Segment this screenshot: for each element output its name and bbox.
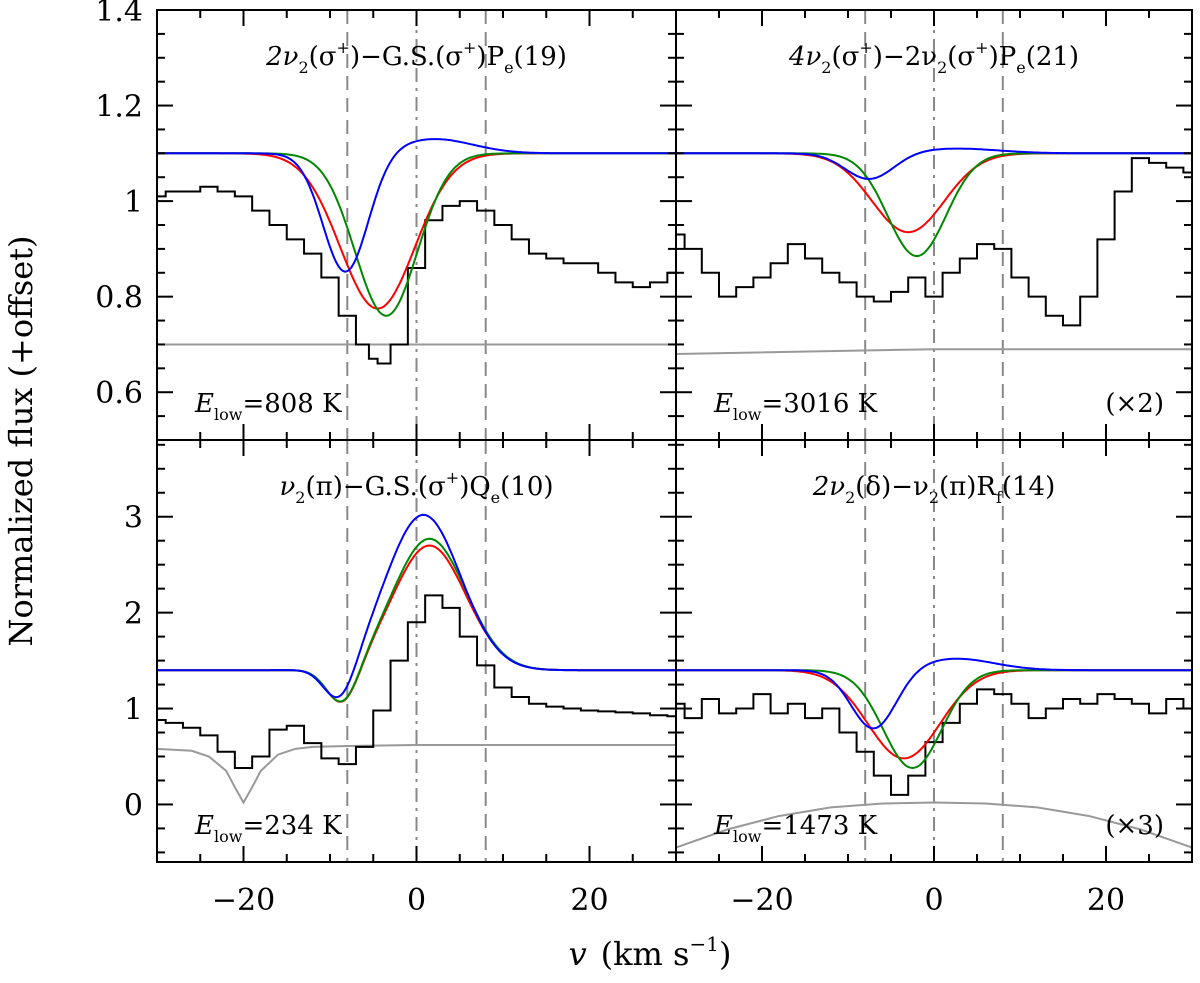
panel-title-part: )−G.S.(σ xyxy=(350,42,463,72)
panel-title-part: 2 xyxy=(937,58,947,77)
model-curve-blue xyxy=(676,147,1192,181)
elow-value: =1473 K xyxy=(761,811,877,841)
panel-title-part: 2 xyxy=(298,58,308,77)
panel-title-part: (10) xyxy=(500,472,553,502)
panel-title-part: ν xyxy=(279,472,295,502)
panel-title-part: 2 xyxy=(845,488,855,507)
panel-title-part: e xyxy=(491,488,500,507)
plot-area-bottom-left xyxy=(157,440,676,862)
elow-symbol: E xyxy=(194,811,214,841)
panel-title: ν2(π)−G.S.(σ+)Qe(10) xyxy=(279,468,553,507)
y-tick-label: 3 xyxy=(124,501,143,536)
panel-title-part: 2 xyxy=(295,488,305,507)
observed-spectrum xyxy=(676,688,1192,796)
gray-line xyxy=(157,743,676,805)
panel-title-part: 2 xyxy=(821,58,831,77)
panel-title-part: 2 xyxy=(929,488,939,507)
elow-annotation: Elow=808 K xyxy=(194,389,342,424)
elow-symbol: E xyxy=(713,389,733,419)
panel-title-part: 2ν xyxy=(265,42,299,72)
elow-annotation: Elow=3016 K xyxy=(713,389,878,424)
y-tick-label: 0 xyxy=(124,788,143,823)
y-tick-label: 1 xyxy=(124,693,143,728)
observed-spectrum xyxy=(157,594,676,770)
elow-value: =808 K xyxy=(242,389,342,419)
x-tick-label: −20 xyxy=(212,883,275,918)
panel-top-left: 0.60.811.21.42ν2(σ+)−G.S.(σ+)Pe(19)Elow=… xyxy=(95,0,677,441)
panel-title-part: (21) xyxy=(1026,42,1079,72)
panel-title-part: + xyxy=(859,38,872,57)
x-axis-label-units: (km s xyxy=(601,935,690,973)
x-tick-label: 20 xyxy=(570,883,608,918)
x-axis-label: v (km s−1) xyxy=(569,932,732,973)
y-tick-label: 0.6 xyxy=(95,376,143,411)
panel-title-part: (δ)−ν xyxy=(855,472,929,502)
panel-title-part: f xyxy=(996,488,1003,507)
panel-title-part: (σ xyxy=(309,42,337,72)
plot-area-top-left xyxy=(157,10,676,440)
elow-subscript: low xyxy=(733,405,762,424)
elow-subscript: low xyxy=(733,827,762,846)
panel-top-right: 4ν2(σ+)−2ν2(σ+)Pe(21)Elow=3016 K (×2) xyxy=(675,9,1193,441)
elow-symbol: E xyxy=(713,811,733,841)
x-tick-label: 0 xyxy=(407,883,426,918)
panel-title-part: 4ν xyxy=(788,42,822,72)
panel-title-part: (σ xyxy=(947,42,975,72)
y-axis-label: Normalized flux (+offset) xyxy=(2,235,40,646)
observed-spectrum xyxy=(157,185,676,365)
elow-symbol: E xyxy=(194,389,214,419)
model-curve-blue xyxy=(157,513,676,699)
plot-area-top-right xyxy=(676,10,1192,440)
x-axis-label-close: ) xyxy=(719,935,731,973)
y-tick-label: 1 xyxy=(124,185,143,220)
elow-value: =3016 K xyxy=(761,389,877,419)
panel-title-part: )P xyxy=(476,42,504,72)
panel-title: 2ν2(σ+)−G.S.(σ+)Pe(19) xyxy=(265,38,567,77)
x-tick-label: 0 xyxy=(924,883,943,918)
elow-subscript: low xyxy=(214,405,243,424)
x-tick-label: −20 xyxy=(730,883,793,918)
y-tick-label: 2 xyxy=(124,597,143,632)
observed-spectrum xyxy=(676,157,1192,327)
elow-annotation: Elow=234 K xyxy=(194,811,342,846)
panel-title-part: e xyxy=(504,58,513,77)
plot-area-bottom-right xyxy=(676,440,1192,862)
x-axis-label-var: v xyxy=(569,935,587,973)
y-tick-label: 0.8 xyxy=(95,281,143,316)
model-curve-blue xyxy=(676,657,1192,730)
panel-title-part: e xyxy=(1016,58,1025,77)
panel-title-part: + xyxy=(463,38,476,57)
panel-title-part: + xyxy=(337,38,350,57)
model-curve-blue xyxy=(157,138,676,273)
panel-title-part: + xyxy=(446,468,459,487)
panel-title-part: (14) xyxy=(1002,472,1055,502)
gray-line xyxy=(676,348,1192,355)
x-tick-label: 20 xyxy=(1087,883,1125,918)
scale-factor: (×3) xyxy=(1105,811,1164,841)
panel-title-part: (π)−G.S.(σ xyxy=(305,472,445,502)
gray-line xyxy=(676,801,1192,849)
panel-title-part: 2ν xyxy=(812,472,846,502)
y-tick-label: 1.2 xyxy=(95,90,143,125)
y-tick-label: 1.4 xyxy=(95,0,143,29)
scale-factor: (×2) xyxy=(1105,389,1164,419)
panel-title-part: )P xyxy=(989,42,1017,72)
panel-title-part: (σ xyxy=(831,42,859,72)
panel-title-part: )−2ν xyxy=(873,42,937,72)
panel-title: 4ν2(σ+)−2ν2(σ+)Pe(21) xyxy=(788,38,1079,77)
elow-value: =234 K xyxy=(242,811,342,841)
panel-title-part: + xyxy=(975,38,988,57)
panel-title: 2ν2(δ)−ν2(π)Rf(14) xyxy=(812,472,1056,507)
elow-annotation: Elow=1473 K xyxy=(713,811,878,846)
x-axis-label-exp: −1 xyxy=(689,932,718,956)
elow-subscript: low xyxy=(214,827,243,846)
panel-title-part: (19) xyxy=(514,42,567,72)
panel-title-part: (π)R xyxy=(939,472,997,502)
panel-title-part: )Q xyxy=(459,472,490,502)
